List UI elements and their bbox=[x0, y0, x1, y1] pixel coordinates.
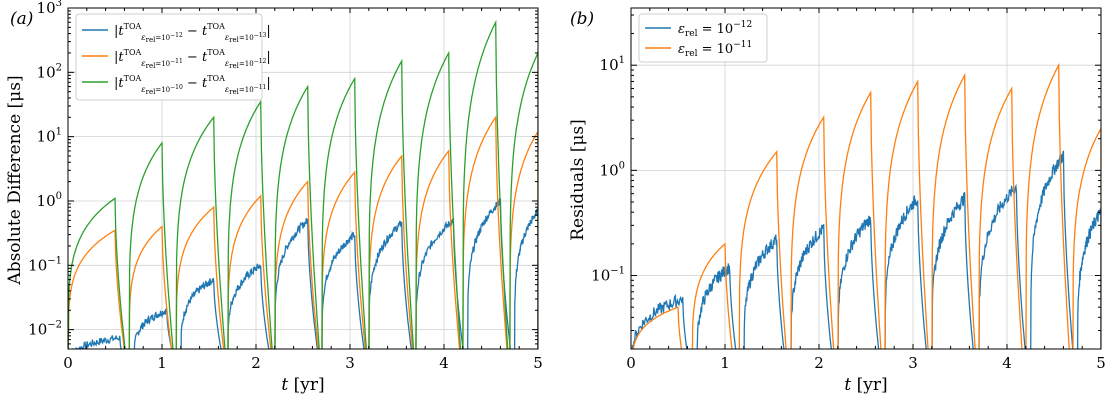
legend-label: εrel = 10−11 bbox=[678, 40, 752, 59]
x-tick-label: 3 bbox=[345, 354, 355, 372]
legend-box-b bbox=[638, 13, 768, 63]
legend-label: |tTOAεrel=10−12 − tTOAεrel=10−13| bbox=[114, 22, 271, 44]
chart-panel-a: 0 1 2 3 4 5 10−2 10−1 100 101 102 103 (a) Absolute … bbox=[5, 0, 543, 395]
x-axis-label-a: t [yr] bbox=[281, 375, 324, 395]
panel-label-a: (a) bbox=[10, 9, 33, 29]
y-tick-label: 10−1 bbox=[28, 255, 62, 274]
series-line-orange bbox=[632, 62, 1101, 349]
series-group-b bbox=[631, 62, 1101, 349]
x-tick-label: 4 bbox=[439, 354, 449, 372]
legend-label: εrel = 10−12 bbox=[678, 20, 752, 39]
legend-a: |tTOAεrel=10−12 − tTOAεrel=10−13| |tTOAεr… bbox=[75, 13, 271, 101]
chart-panel-b: 0 1 2 3 4 5 10−1 100 101 (b) Residuals [μs] t [y… bbox=[568, 7, 1106, 395]
y-tick-label: 103 bbox=[37, 0, 62, 17]
y-tick-label: 10−2 bbox=[28, 320, 62, 339]
x-tick-label: 2 bbox=[251, 354, 261, 372]
panel-label-b: (b) bbox=[570, 9, 594, 29]
x-tick-label: 2 bbox=[814, 354, 824, 372]
y-tick-label: 102 bbox=[37, 62, 62, 81]
x-tick-label: 0 bbox=[63, 354, 73, 372]
x-tick-label: 4 bbox=[1002, 354, 1012, 372]
legend-label: |tTOAεrel=10−10 − tTOAεrel=10−11| bbox=[114, 74, 271, 96]
series-group-a bbox=[68, 19, 538, 349]
x-tick-label: 5 bbox=[533, 354, 543, 372]
ticks-b: 0 1 2 3 4 5 10−1 100 101 bbox=[591, 8, 1106, 372]
x-tick-label: 0 bbox=[626, 354, 636, 372]
series-line-green bbox=[68, 19, 538, 349]
legend-box-a bbox=[75, 13, 263, 101]
grid-b bbox=[631, 8, 1101, 349]
y-tick-label: 101 bbox=[37, 127, 62, 146]
y-axis-label-a: Absolute Difference [μs] bbox=[5, 75, 25, 285]
series-line-blue bbox=[72, 198, 538, 349]
ticks-a: 0 1 2 3 4 5 10−2 10−1 100 101 102 103 bbox=[28, 0, 543, 372]
legend-label: |tTOAεrel=10−11 − tTOAεrel=10−12| bbox=[114, 48, 271, 70]
plot-frame-a bbox=[67, 7, 539, 350]
plot-frame-b bbox=[630, 7, 1102, 350]
x-axis-label-b: t [yr] bbox=[844, 375, 887, 395]
x-tick-label: 5 bbox=[1096, 354, 1106, 372]
x-tick-label: 3 bbox=[908, 354, 918, 372]
series-line-orange bbox=[68, 115, 538, 349]
y-tick-label: 101 bbox=[600, 55, 625, 74]
y-tick-label: 100 bbox=[600, 160, 625, 179]
y-axis-label-b: Residuals [μs] bbox=[568, 119, 588, 241]
x-tick-label: 1 bbox=[720, 354, 730, 372]
series-line-blue bbox=[631, 150, 1101, 349]
x-tick-label: 1 bbox=[157, 354, 167, 372]
y-tick-label: 10−1 bbox=[591, 266, 625, 285]
y-tick-label: 100 bbox=[37, 191, 62, 210]
